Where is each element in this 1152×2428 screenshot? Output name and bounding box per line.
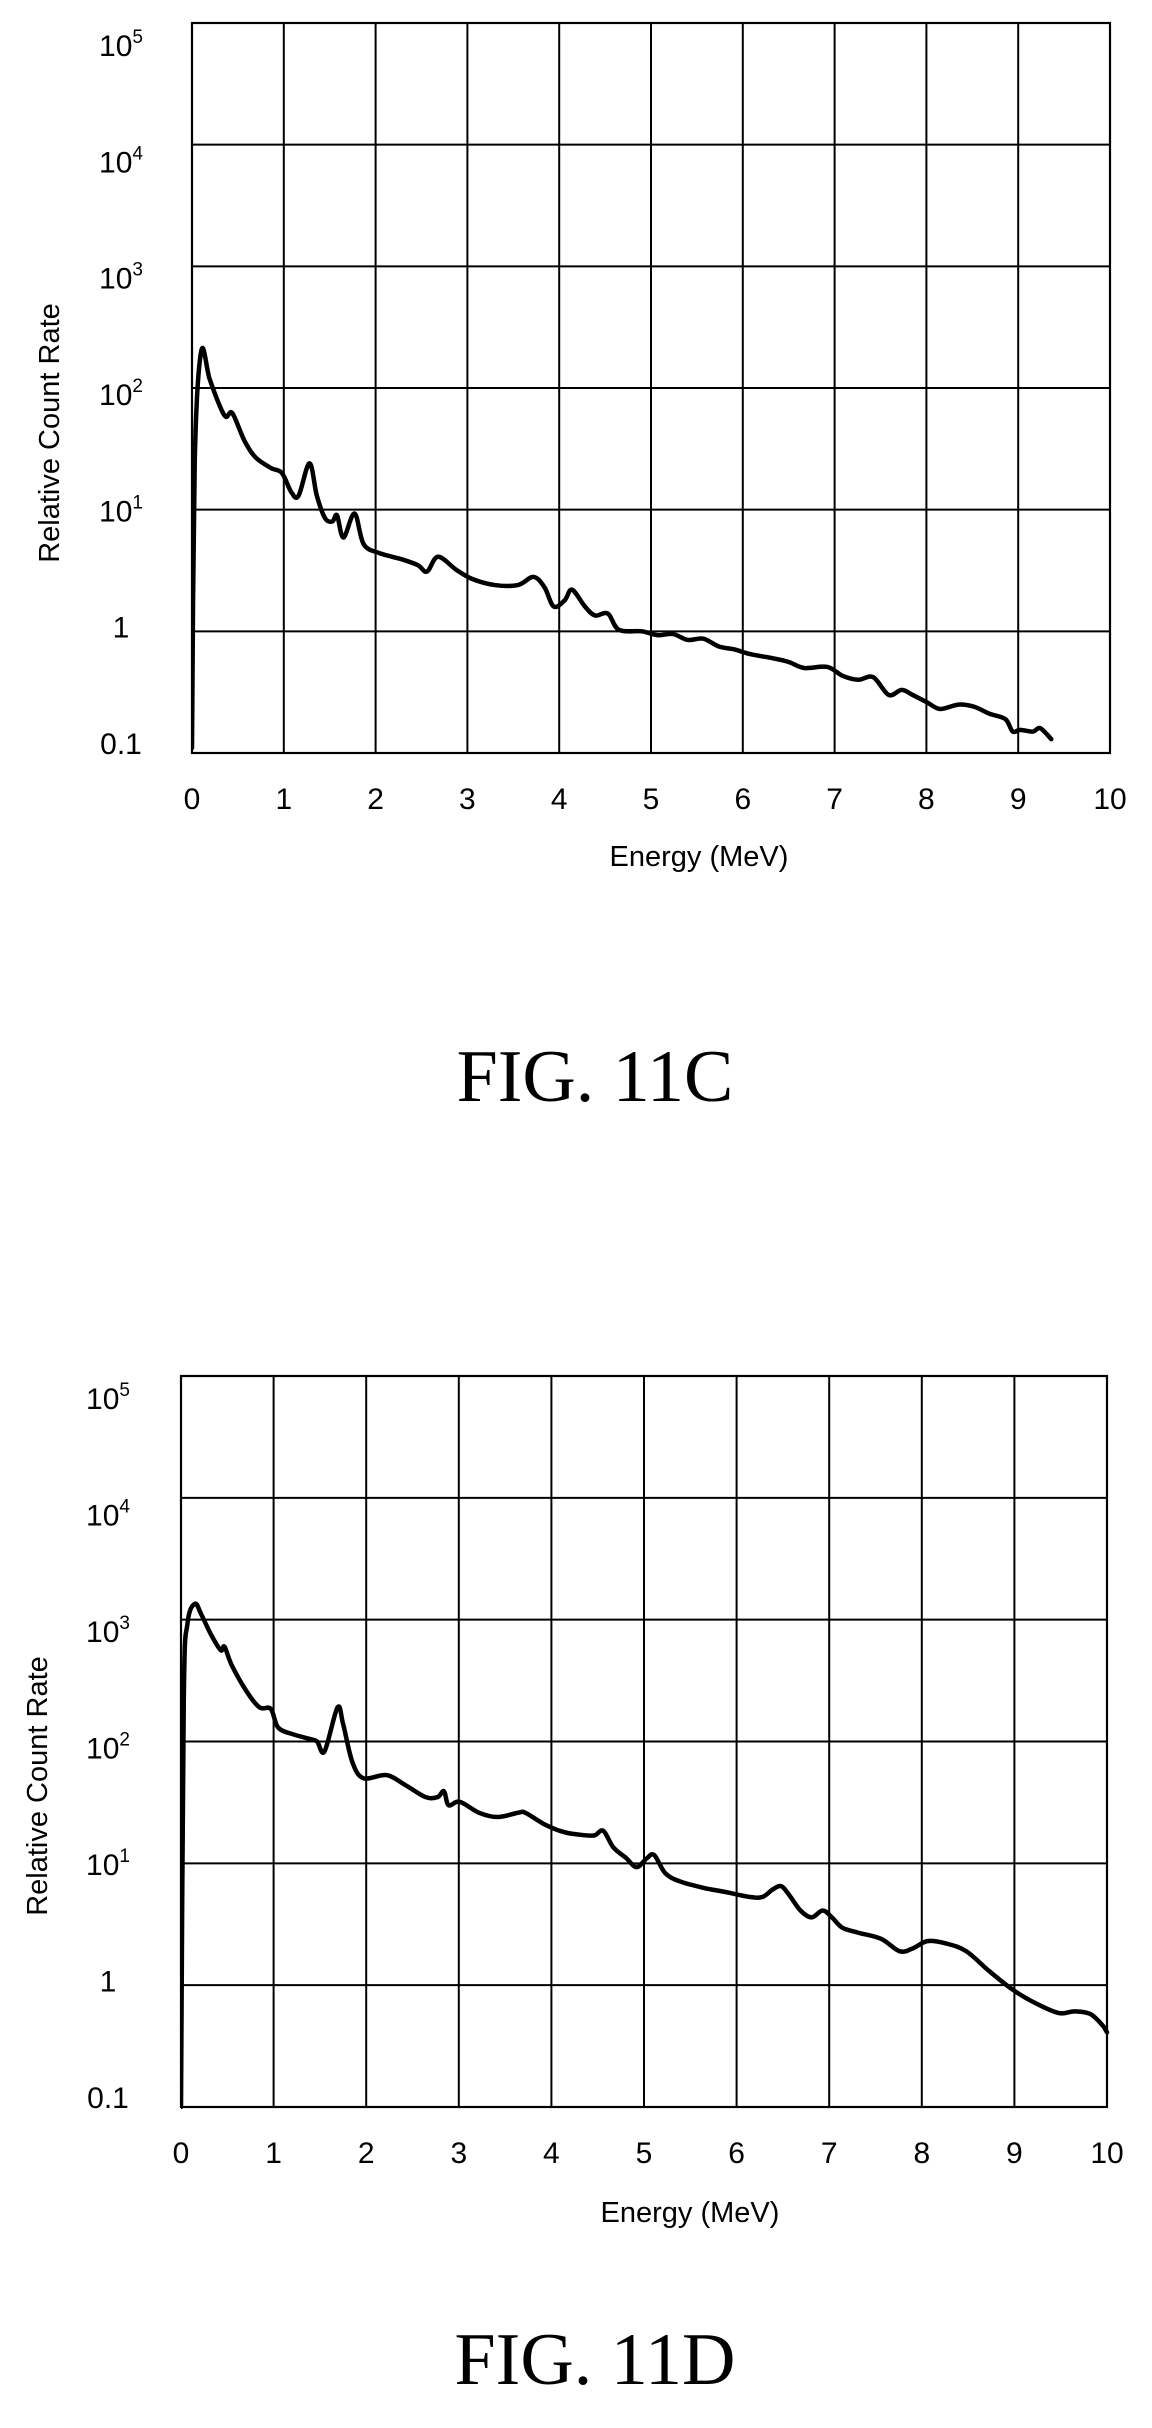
y-tick-label: 103 [86,1613,130,1649]
y-tick-exponent: 2 [132,376,143,397]
chart-fig-11c: Energy (MeV) Relative Count Rate FIG. 11… [34,21,1127,1118]
plot-area-frame [179,1374,1109,2109]
y-tick-base: 10 [99,379,132,412]
x-tick-label: 0 [184,783,201,816]
x-tick-label: 7 [821,2137,838,2170]
y-tick-base: 0.1 [100,728,142,761]
x-tick-label: 5 [636,2137,653,2170]
y-axis-title: Relative Count Rate [22,1656,54,1916]
y-tick-label: 104 [99,143,143,179]
y-tick-base: 0.1 [87,2082,129,2115]
x-tick-label: 8 [913,2137,930,2170]
y-tick-exponent: 5 [119,1380,130,1401]
x-tick-label: 0 [173,2137,190,2170]
series-line [181,1601,1110,2109]
x-tick-label: 6 [728,2137,745,2170]
y-tick-base: 1 [113,612,130,645]
y-tick-label: 102 [86,1730,130,1766]
y-tick-label: 0.1 [87,2082,129,2115]
y-tick-base: 10 [86,1733,119,1766]
x-tick-label: 2 [358,2137,375,2170]
x-axis-title: Energy (MeV) [601,2197,780,2229]
x-tick-label: 9 [1010,783,1027,816]
y-tick-exponent: 4 [132,143,143,164]
x-tick-label: 10 [1093,783,1126,816]
series-line [192,345,1054,751]
x-tick-label: 4 [543,2137,560,2170]
figure-caption: FIG. 11D [455,2319,736,2401]
chart-fig-11d: Energy (MeV) Relative Count Rate FIG. 11… [22,1374,1124,2401]
y-tick-label: 1 [113,612,130,645]
y-tick-exponent: 3 [119,1613,130,1634]
y-tick-base: 10 [99,146,132,179]
x-tick-label: 7 [826,783,843,816]
x-tick-label: 3 [459,783,476,816]
y-tick-label: 0.1 [100,728,142,761]
x-tick-label: 1 [265,2137,282,2170]
y-tick-base: 10 [86,1616,119,1649]
x-tick-label: 2 [367,783,384,816]
y-tick-label: 1 [100,1966,117,1999]
y-tick-base: 1 [100,1966,117,1999]
x-tick-label: 4 [551,783,568,816]
x-tick-label: 3 [450,2137,467,2170]
figure-caption: FIG. 11C [457,1036,734,1118]
y-tick-exponent: 5 [132,27,143,48]
y-tick-label: 104 [86,1497,130,1533]
x-axis-title: Energy (MeV) [610,841,789,873]
y-tick-base: 10 [86,1500,119,1533]
y-tick-label: 105 [86,1380,130,1416]
x-tick-label: 8 [918,783,935,816]
x-tick-label: 10 [1090,2137,1123,2170]
y-tick-base: 10 [86,1849,119,1882]
y-tick-label: 105 [99,27,143,63]
y-tick-exponent: 1 [119,1846,130,1867]
x-tick-label: 1 [275,783,292,816]
y-axis-title: Relative Count Rate [34,303,66,563]
y-tick-label: 101 [86,1846,130,1882]
y-tick-base: 10 [99,263,132,296]
y-tick-exponent: 2 [119,1730,130,1751]
y-tick-label: 103 [99,260,143,296]
y-tick-base: 10 [86,1383,119,1416]
x-tick-label: 9 [1006,2137,1023,2170]
y-tick-base: 10 [99,30,132,63]
x-tick-label: 6 [734,783,751,816]
y-tick-exponent: 1 [132,492,143,513]
y-tick-exponent: 4 [119,1497,130,1518]
y-tick-label: 101 [99,492,143,528]
y-tick-base: 10 [99,495,132,528]
y-tick-exponent: 3 [132,260,143,281]
y-tick-label: 102 [99,376,143,412]
plot-area-frame [190,21,1112,755]
x-tick-label: 5 [643,783,660,816]
